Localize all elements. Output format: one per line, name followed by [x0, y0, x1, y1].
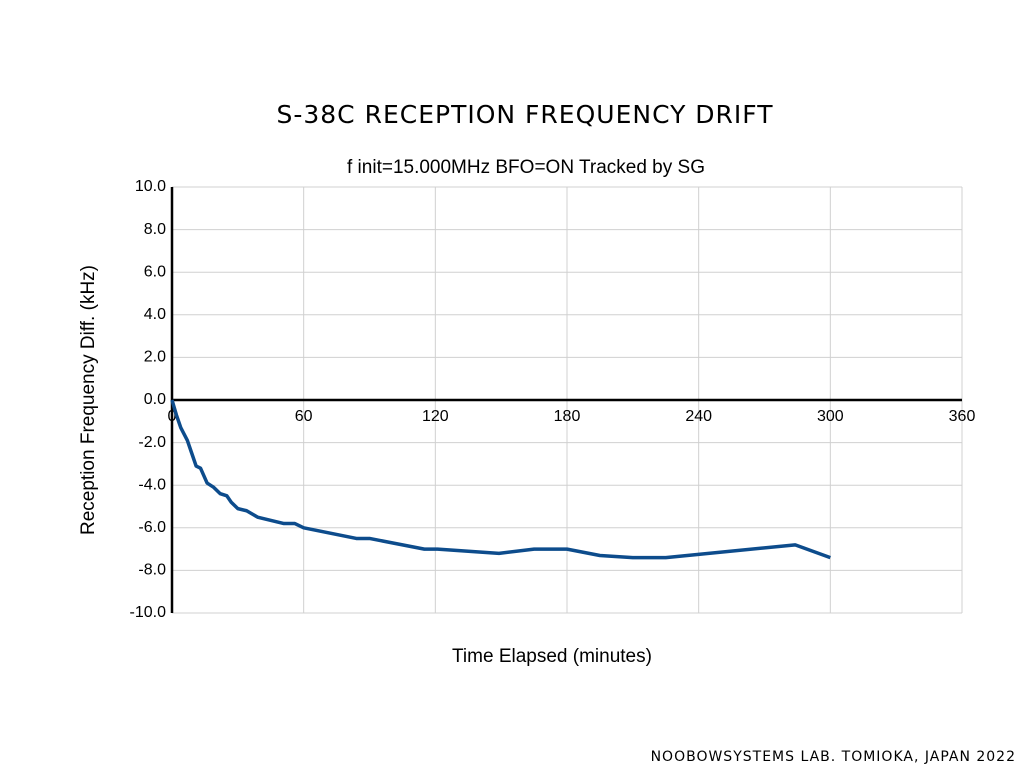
- x-axis-label: Time Elapsed (minutes): [452, 646, 652, 667]
- y-tick-label: 4.0: [144, 306, 166, 323]
- data-line: [170, 399, 831, 560]
- axes: 10.0 8.0 6.0 4.0 2.0 0.0 -2.0 -4.0 -6.0 -8.0 -10.0…: [130, 178, 976, 621]
- x-tick-label: 300: [817, 408, 844, 425]
- y-tick-label: -2.0: [138, 434, 166, 451]
- chart-subtitle: f init=15.000MHz BFO=ON Tracked by SG: [347, 157, 705, 178]
- y-tick-label: -4.0: [138, 476, 166, 493]
- y-tick-label: 2.0: [144, 349, 166, 366]
- x-tick-label: 360: [949, 408, 976, 425]
- x-tick-label: 60: [295, 408, 313, 425]
- footer: NOOBOWSYSTEMS LAB. TOMIOKA, JAPAN 2022: [651, 749, 1016, 765]
- marks: [170, 399, 831, 560]
- chart-title: S-38C RECEPTION FREQUENCY DRIFT: [276, 100, 773, 129]
- y-axis-label: Reception Frequency Diff. (kHz): [78, 265, 99, 535]
- x-tick-label: 240: [685, 408, 712, 425]
- y-tick-label: 6.0: [144, 263, 166, 280]
- x-tick-label: 120: [422, 408, 449, 425]
- y-tick-label: -6.0: [138, 519, 166, 536]
- y-tick-label: -10.0: [130, 604, 167, 621]
- y-tick-label: -8.0: [138, 562, 166, 579]
- y-tick-label: 0.0: [144, 391, 166, 408]
- y-tick-label: 10.0: [135, 178, 166, 195]
- y-tick-label: 8.0: [144, 221, 166, 238]
- x-tick-label: 180: [554, 408, 581, 425]
